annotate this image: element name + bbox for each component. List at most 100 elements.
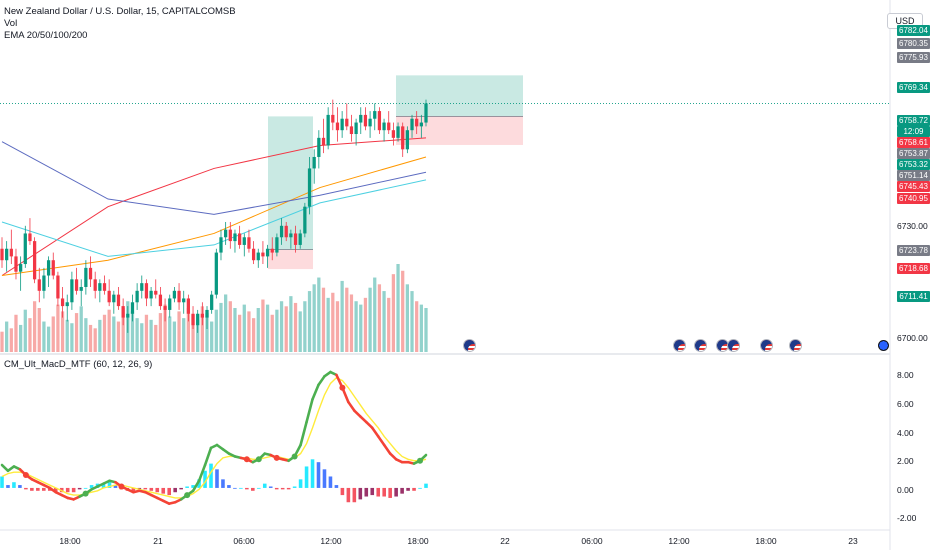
- time-axis-label: 23: [848, 536, 858, 546]
- macd-histogram-bar: [0, 476, 4, 488]
- volume-bar: [186, 308, 191, 352]
- candle-body: [251, 248, 256, 261]
- candle-body: [401, 126, 405, 150]
- symbol-legend[interactable]: New Zealand Dollar / U.S. Dollar, 15, CA…: [4, 6, 236, 17]
- us-flag-icon[interactable]: [761, 340, 772, 351]
- price-tag: 6718.68: [897, 263, 930, 274]
- ema-legend[interactable]: EMA 20/50/100/200: [4, 30, 88, 41]
- volume-bar: [5, 321, 9, 352]
- volume-bar: [293, 302, 298, 352]
- volume-bar: [200, 306, 204, 352]
- us-flag-icon[interactable]: [674, 340, 685, 351]
- candle-body: [191, 313, 195, 326]
- candle-body: [307, 168, 312, 207]
- candle-body: [270, 248, 274, 253]
- candle-body: [205, 309, 209, 318]
- price-tag: 6723.78: [897, 245, 930, 256]
- volume-legend[interactable]: Vol: [4, 18, 18, 29]
- volume-bar: [233, 308, 237, 352]
- us-flag-icon[interactable]: [717, 340, 728, 351]
- macd-axis-label: 2.00: [897, 456, 914, 466]
- macd-histogram-bar: [328, 476, 333, 488]
- macd-histogram-bar: [149, 487, 154, 491]
- candle-body: [359, 114, 363, 123]
- volume-bar: [158, 313, 163, 352]
- volume-bar: [377, 284, 382, 352]
- volume-bar: [424, 308, 428, 352]
- volume-bar: [112, 316, 116, 352]
- macd-line-segment: [203, 446, 213, 467]
- macd-line-segment: [364, 420, 374, 430]
- volume-bar: [224, 294, 228, 352]
- volume-bar: [270, 314, 274, 352]
- macd-histogram-bar: [65, 487, 70, 493]
- us-flag-icon[interactable]: [695, 340, 706, 351]
- volume-bar: [401, 270, 405, 352]
- candle-body: [102, 283, 107, 291]
- volume-bar: [228, 301, 232, 352]
- macd-line-segment: [191, 479, 201, 493]
- macd-histogram-bar: [256, 487, 261, 489]
- us-flag-icon[interactable]: [878, 340, 889, 351]
- volume-bar: [107, 309, 111, 352]
- macd-cross-dot: [273, 454, 280, 461]
- price-tag: 6780.35: [897, 38, 930, 49]
- candle-body: [391, 130, 396, 138]
- volume-bar: [168, 316, 172, 352]
- us-flag-icon[interactable]: [464, 340, 475, 351]
- macd-histogram-bar: [316, 462, 321, 488]
- macd-line-segment: [359, 415, 368, 424]
- macd-cross-dot: [184, 492, 191, 499]
- volume-bar: [368, 287, 372, 352]
- candle-body: [396, 126, 400, 138]
- candle-body: [382, 122, 386, 131]
- macd-histogram-bar: [36, 487, 40, 491]
- macd-histogram-bar: [155, 487, 160, 493]
- candle-body: [331, 114, 335, 123]
- macd-legend[interactable]: CM_Ult_MacD_MTF (60, 12, 26, 9): [4, 359, 153, 370]
- macd-histogram-bar: [322, 469, 327, 488]
- volume-bar: [130, 311, 135, 352]
- volume-bar: [410, 291, 414, 352]
- macd-axis-label: -2.00: [897, 513, 917, 523]
- macd-histogram-bar: [245, 487, 249, 490]
- candle-body: [28, 233, 32, 242]
- candle-body: [303, 206, 307, 234]
- price-axis-label: 6730.00: [897, 221, 928, 231]
- price-tag: 6758.61: [897, 137, 930, 148]
- candle-body: [0, 248, 4, 261]
- candle-body: [144, 283, 149, 299]
- volume-bar: [387, 297, 391, 352]
- volume-bar: [317, 277, 321, 352]
- macd-line-segment: [382, 443, 392, 455]
- candle-body: [60, 298, 65, 307]
- macd-cross-dot: [339, 384, 346, 391]
- macd-cross-dot: [22, 472, 29, 479]
- price-tag: 6745.43: [897, 181, 930, 192]
- candle-body: [298, 233, 302, 245]
- macd-histogram-bar: [340, 487, 345, 496]
- macd-pane: [0, 370, 428, 505]
- volume-bar: [182, 318, 186, 352]
- candle-body: [116, 294, 121, 307]
- us-flag-icon[interactable]: [728, 340, 739, 351]
- candle-body: [363, 114, 368, 127]
- volume-bar: [247, 311, 251, 352]
- macd-histogram-bar: [131, 487, 136, 493]
- candle-body: [289, 233, 293, 238]
- time-axis-label: 18:00: [407, 536, 429, 546]
- volume-bar: [32, 301, 37, 352]
- macd-line-segment: [311, 383, 320, 401]
- macd-histogram-bar: [167, 487, 172, 496]
- macd-cross-dot: [118, 483, 125, 490]
- us-flag-icon[interactable]: [790, 340, 801, 351]
- macd-histogram-bar: [280, 487, 285, 490]
- macd-histogram-bar: [262, 483, 267, 488]
- volume-bar: [354, 301, 358, 352]
- macd-histogram-bar: [376, 487, 381, 497]
- macd-histogram-bar: [83, 487, 88, 489]
- volume-bar: [163, 304, 167, 352]
- volume-bar: [289, 296, 293, 352]
- volume-bar: [79, 306, 83, 352]
